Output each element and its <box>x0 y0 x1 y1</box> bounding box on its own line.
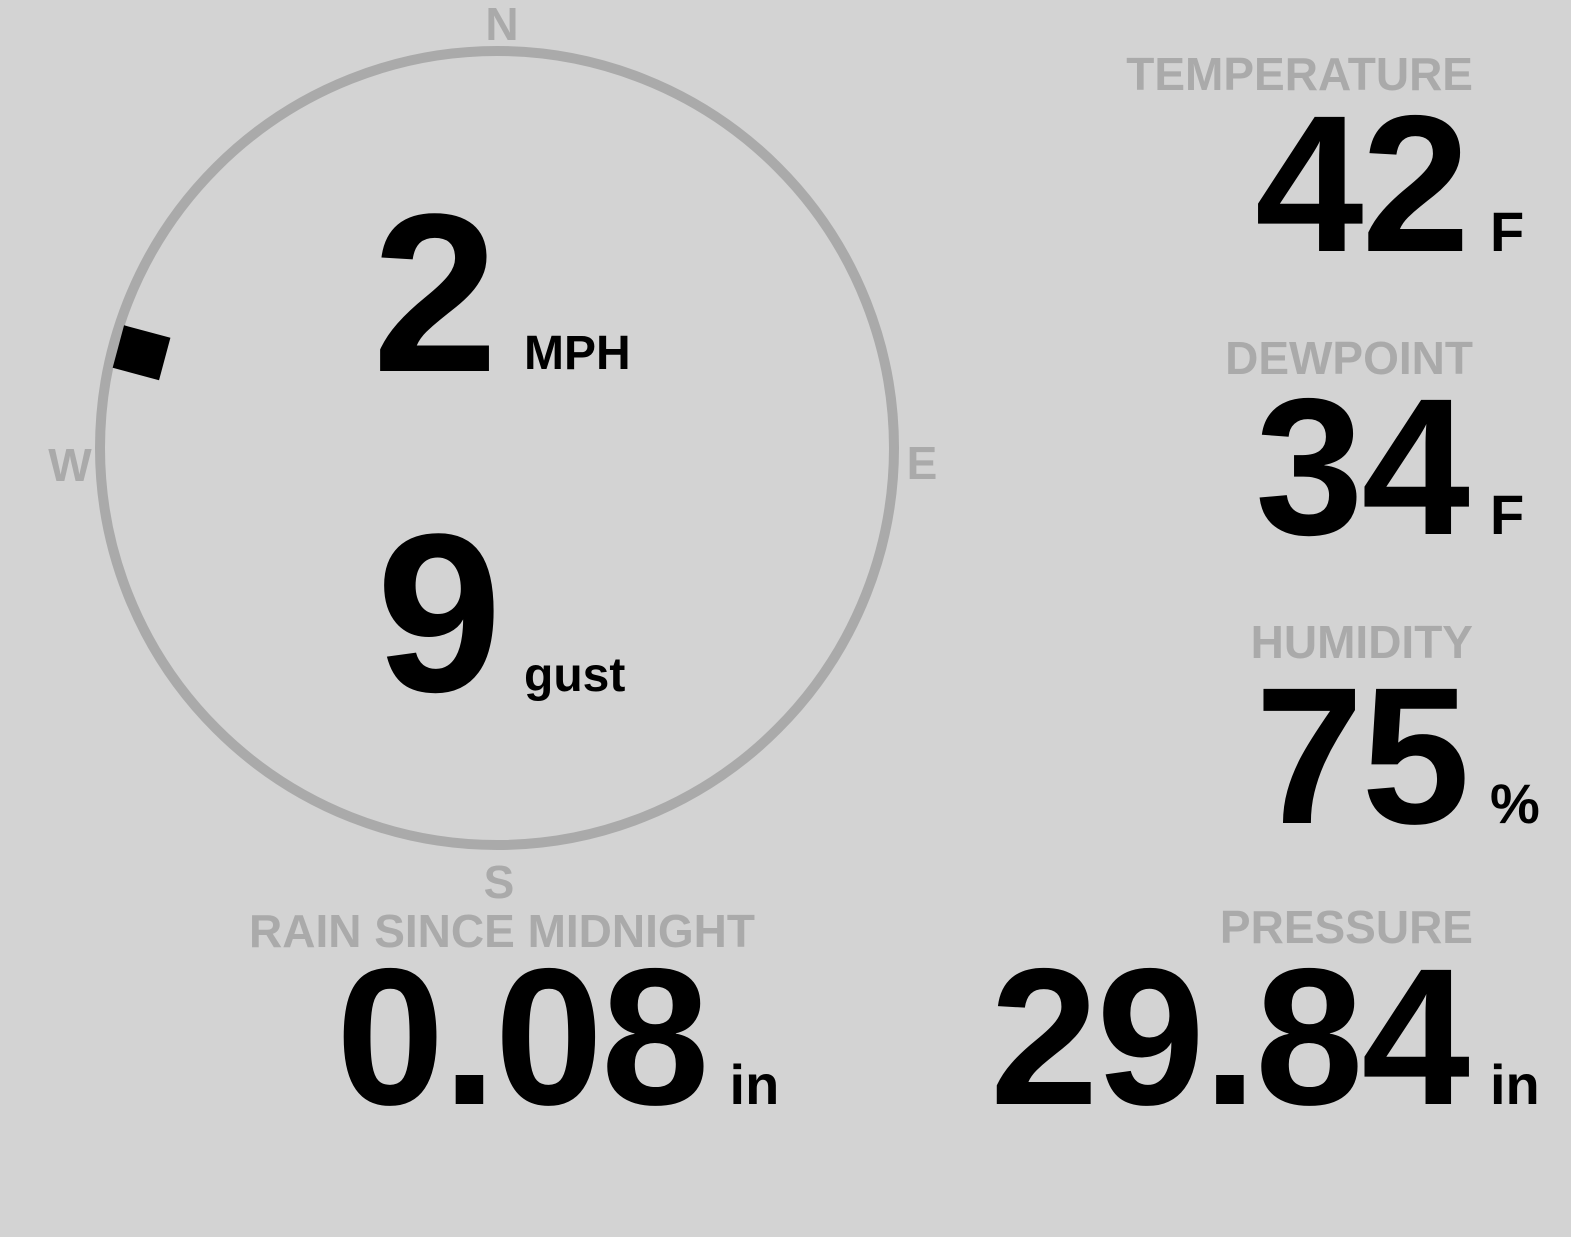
temperature-readout: 42 F <box>1255 87 1548 282</box>
humidity-label: HUMIDITY <box>1250 616 1473 668</box>
compass-south-label: S <box>483 856 515 908</box>
rain-unit: in <box>729 1053 780 1116</box>
wind-gust-value: 9 <box>376 486 502 739</box>
pressure-value: 29.84 <box>990 928 1470 1146</box>
humidity-readout: 75 % <box>1255 659 1548 854</box>
temperature-unit: F <box>1490 200 1525 263</box>
wind-speed-value: 2 <box>372 166 498 419</box>
dewpoint-readout: 34 F <box>1255 370 1548 565</box>
wind-gust-unit: gust <box>524 649 626 702</box>
wind-speed-unit: MPH <box>524 327 631 380</box>
rain-value: 0.08 <box>336 928 710 1146</box>
dewpoint-value: 34 <box>1255 358 1470 576</box>
rain-label: RAIN SINCE MIDNIGHT <box>249 905 755 957</box>
dewpoint-unit: F <box>1490 483 1525 546</box>
dewpoint-label: DEWPOINT <box>1225 332 1473 384</box>
humidity-unit: % <box>1490 772 1540 835</box>
wind-direction-marker <box>112 325 171 381</box>
pressure-unit: in <box>1490 1053 1540 1116</box>
pressure-readout: 29.84 in <box>990 940 1548 1135</box>
temperature-label: TEMPERATURE <box>1126 48 1473 100</box>
compass-ring <box>95 46 899 850</box>
compass-west-label: W <box>48 439 92 491</box>
compass-north-label: N <box>485 0 519 50</box>
compass-east-label: E <box>906 437 938 489</box>
temperature-value: 42 <box>1255 75 1470 293</box>
rain-readout: 0.08 in <box>336 940 788 1135</box>
humidity-value: 75 <box>1255 647 1470 865</box>
pressure-label: PRESSURE <box>1219 901 1473 953</box>
